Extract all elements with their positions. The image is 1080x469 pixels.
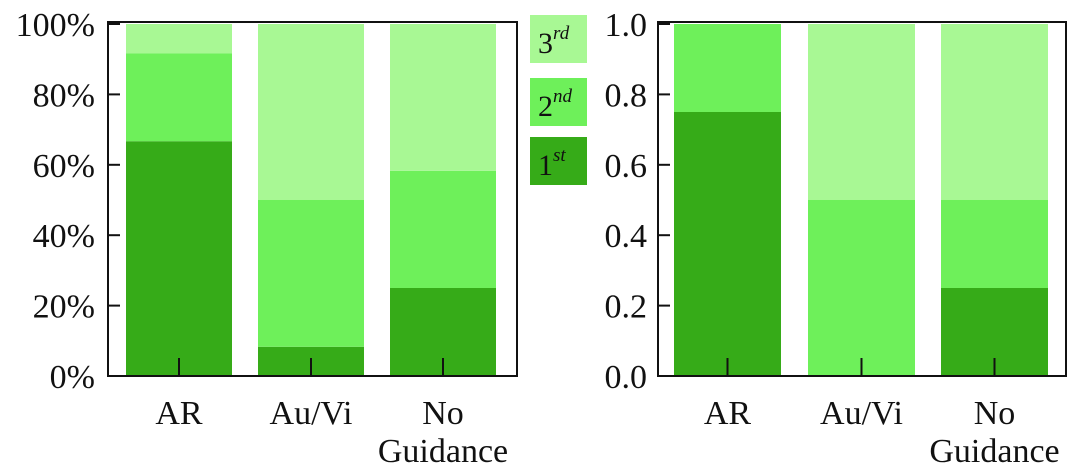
y-tick-label: 0% [50, 359, 95, 396]
legend-swatch-1st [530, 137, 587, 185]
left-chart: 0% 20% 40% 60% 80% 100% AR Au/Vi No Guidance [16, 7, 518, 469]
x-tick-label: AR [704, 395, 752, 432]
legend-swatch-3rd [530, 15, 587, 63]
x-tick-label: AR [155, 395, 203, 432]
bar-3rd-no-guidance [390, 24, 496, 171]
legend-swatch-2nd [530, 78, 587, 126]
y-tick-label: 80% [33, 77, 95, 114]
axes-frame [107, 21, 518, 377]
bar-1st-ar [126, 141, 232, 376]
legend-label-1st: 1st [538, 145, 566, 182]
bar-2nd-au-vi [808, 200, 915, 376]
y-tick-label: 100% [16, 7, 95, 44]
y-tick-label: 0.8 [605, 77, 648, 114]
bar-2nd-no-guidance [390, 170, 496, 288]
x-tick-label: No Guidance [378, 395, 508, 469]
legend-label-3rd: 3rd [538, 23, 570, 60]
y-tick-label: 0.6 [605, 148, 648, 185]
right-chart: 0.0 0.2 0.4 0.6 0.8 1.0 AR Au/Vi No Guidance [605, 7, 1067, 469]
legend-label-2nd: 2nd [538, 86, 573, 123]
legend: 3rd 2nd 1st [530, 15, 587, 185]
bar-2nd-no-guidance [941, 200, 1048, 288]
y-tick-label: 0.0 [605, 359, 648, 396]
y-tick-label: 0.2 [605, 289, 648, 326]
y-tick-label: 40% [33, 218, 95, 255]
bar-3rd-no-guidance [941, 24, 1048, 200]
x-tick-label: No Guidance [929, 395, 1059, 469]
bar-2nd-ar [674, 24, 781, 112]
y-tick-label: 20% [33, 289, 95, 326]
bar-2nd-ar [126, 53, 232, 142]
bar-3rd-au-vi [808, 24, 915, 200]
y-tick-label: 0.4 [605, 218, 648, 255]
bar-3rd-au-vi [258, 24, 364, 200]
bar-2nd-au-vi [258, 200, 364, 347]
y-tick-label: 60% [33, 148, 95, 185]
y-tick-label: 1.0 [605, 7, 648, 44]
bar-3rd-ar [126, 24, 232, 54]
x-tick-label: Au/Vi [820, 395, 903, 432]
x-tick-label: Au/Vi [270, 395, 353, 432]
bar-1st-ar [674, 112, 781, 376]
